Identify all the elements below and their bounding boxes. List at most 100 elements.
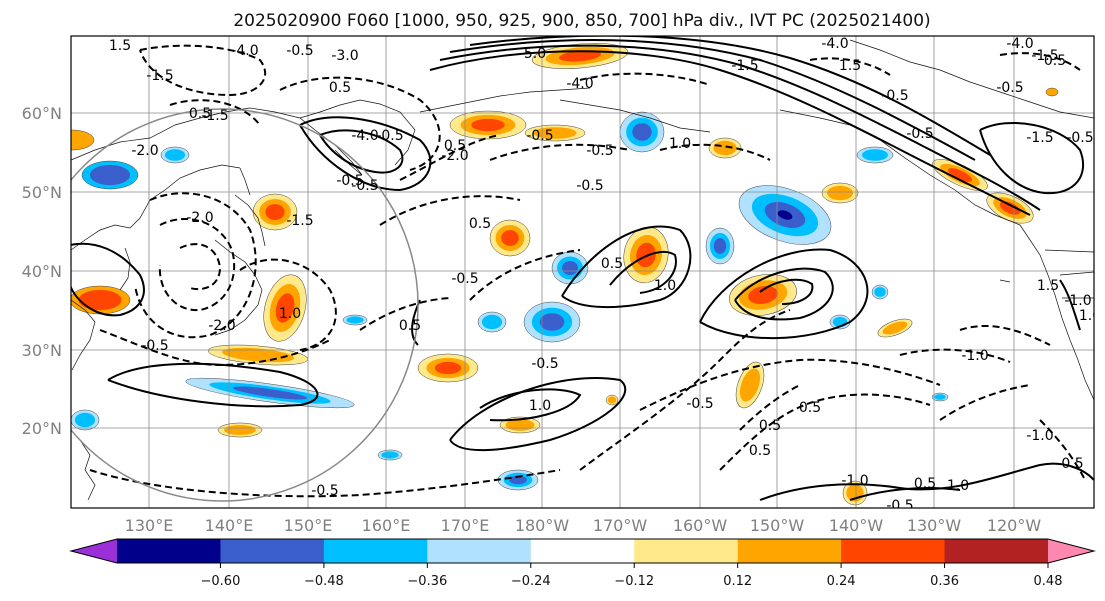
range-circle — [71, 108, 419, 502]
contour-negative — [139, 44, 267, 97]
contour-negative — [469, 249, 581, 301]
contour-label: -0.5 — [336, 173, 363, 189]
contour-label-text: -1.0 — [1026, 428, 1053, 444]
shaded-blob — [481, 314, 503, 330]
shaded-blob — [947, 168, 973, 182]
contour-label-text: -4.0 — [351, 128, 378, 144]
contour-label: 1.0 — [947, 478, 969, 494]
lat-tick-label: 60°N — [22, 104, 62, 123]
contour-label: 1.5 — [839, 58, 861, 74]
lon-tick-label: 150°W — [750, 516, 805, 535]
shaded-blob — [78, 289, 122, 311]
graticule — [71, 36, 1094, 508]
colorbar-tick-label: 0.24 — [827, 574, 856, 589]
contour-label-text: -0.5 — [311, 483, 338, 499]
contour-label: -1.5 — [1026, 130, 1053, 146]
shaded-blob — [882, 321, 908, 335]
coastline — [119, 247, 131, 291]
contour-label-text: -3.0 — [331, 48, 358, 64]
shaded-blob — [636, 242, 656, 268]
contour-label: 0.5 — [399, 318, 421, 334]
coastline — [79, 439, 96, 501]
contour-label-text: 1.0 — [529, 398, 551, 414]
contour-label: -0.5 — [376, 128, 403, 144]
colorbar-extend-high — [1048, 539, 1094, 563]
contour-label: -0.5 — [1066, 130, 1093, 146]
contour-label: -2.0 — [186, 210, 213, 226]
contour-negative — [1039, 419, 1086, 481]
contour-label: -0.5 — [881, 88, 908, 104]
shaded-blob — [1045, 87, 1059, 97]
lat-tick-label: 30°N — [22, 341, 62, 360]
contour-negative — [179, 243, 222, 290]
contour-label: -0.5 — [906, 126, 933, 142]
shaded-blob — [164, 149, 186, 161]
contour-label-text: -0.5 — [906, 126, 933, 142]
contour-label-text: -0.5 — [531, 356, 558, 372]
longitude-ticks: 130°E 140°E 150°E 160°E 170°E 180°W 170°W 160°W… — [125, 516, 1042, 535]
lon-tick-label: 160°W — [673, 516, 728, 535]
contour-positive — [849, 487, 961, 501]
contour-label-text: -0.5 — [376, 128, 403, 144]
contour-negative — [239, 258, 337, 351]
contour-label: -1.5 — [146, 68, 173, 84]
contour-label: -2.0 — [441, 148, 468, 164]
colorbar-tick-label: −0.12 — [614, 574, 654, 589]
contour-label: -3.0 — [331, 48, 358, 64]
shaded-blob — [471, 118, 505, 132]
contour-label: 0.5 — [1044, 53, 1066, 69]
shaded-blob — [558, 50, 602, 62]
contour-label: -0.5 — [451, 271, 478, 287]
shaded-blob — [501, 230, 519, 246]
contour-positive — [299, 116, 432, 192]
contour-label: -0.5 — [886, 498, 913, 508]
contour-label-text: -4.0 — [566, 76, 593, 92]
contour-label: -1.5 — [1031, 48, 1058, 64]
colorbar: −0.60 −0.48 −0.36 −0.24 −0.12 0.12 0.24 0.36 0.4… — [69, 538, 1096, 589]
contour-label: -0.5 — [586, 143, 613, 159]
contour-label: 0.5 — [914, 476, 936, 492]
lon-tick-label: 170°W — [593, 516, 648, 535]
coastline — [559, 99, 711, 133]
contour-label: -0.5 — [531, 356, 558, 372]
contour-label: -4.0 — [1006, 36, 1033, 52]
map-panel: -4.01.5-3.0-1.55.0-4.0-1.5-4.0 -4.0-0.5-1… — [70, 35, 1095, 509]
contour-negative — [579, 72, 711, 86]
contour-label: 0.5 — [749, 443, 771, 459]
contour-label: 0.5 — [469, 216, 491, 232]
coastline — [299, 117, 363, 176]
coastline — [214, 239, 263, 336]
contour-negative — [89, 469, 561, 498]
contour-positive — [699, 248, 869, 340]
contour-negative — [659, 143, 771, 161]
shaded-blob — [434, 361, 462, 375]
contour-negative — [959, 324, 1051, 346]
colorbar-tick-label: 0.12 — [723, 574, 752, 589]
contour-negative — [158, 217, 236, 312]
lon-tick-label: 140°E — [205, 516, 254, 535]
colorbar-tick-label: −0.60 — [201, 574, 241, 589]
contour-negative — [134, 192, 257, 339]
lat-tick-label: 40°N — [22, 262, 62, 281]
contour-label: -1.0 — [841, 473, 868, 489]
contour-positive — [759, 278, 814, 305]
contour-label-text: -1.5 — [1031, 48, 1058, 64]
chart-title: 2025020900 F060 [1000, 950, 925, 900, 85… — [233, 11, 930, 31]
lon-tick-label: 160°E — [362, 516, 411, 535]
contour-label-text: -2.0 — [441, 148, 468, 164]
contour-label: -4.0 — [351, 128, 378, 144]
contour-label-text: 0.5 — [329, 80, 351, 96]
contour-label-text: 1.0 — [654, 278, 676, 294]
latitude-ticks: 60°N 50°N 40°N 30°N 20°N — [22, 104, 62, 438]
contour-label-text: -0.5 — [996, 80, 1023, 96]
shaded-blob — [224, 424, 256, 436]
lon-tick-label: 170°E — [441, 516, 490, 535]
shaded-blob — [713, 140, 737, 156]
colorbar-tick-label: −0.24 — [511, 574, 551, 589]
contour-label-text: -0.5 — [286, 43, 313, 59]
contour-label: -0.5 — [286, 43, 313, 59]
contour-label-text: -1.5 — [286, 213, 313, 229]
contour-positive — [734, 267, 834, 321]
contour-label-text: -1.5 — [1026, 130, 1053, 146]
